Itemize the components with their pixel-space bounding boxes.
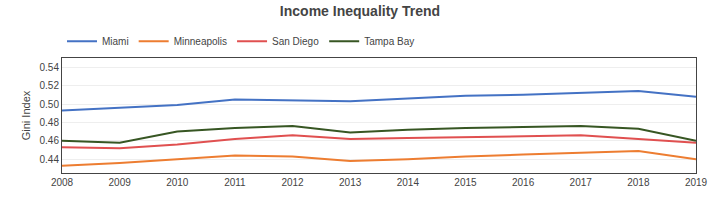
- svg-text:0.44: 0.44: [40, 154, 60, 165]
- svg-text:2018: 2018: [627, 177, 650, 188]
- svg-text:2010: 2010: [166, 177, 189, 188]
- svg-text:2017: 2017: [570, 177, 593, 188]
- svg-text:2015: 2015: [454, 177, 477, 188]
- svg-text:2016: 2016: [512, 177, 535, 188]
- svg-text:0.54: 0.54: [40, 62, 60, 73]
- svg-text:Gini Index: Gini Index: [20, 90, 32, 140]
- svg-text:2014: 2014: [397, 177, 420, 188]
- svg-text:2019: 2019: [685, 177, 708, 188]
- svg-text:2009: 2009: [109, 177, 132, 188]
- svg-text:0.52: 0.52: [40, 80, 60, 91]
- svg-text:2012: 2012: [281, 177, 304, 188]
- svg-text:0.50: 0.50: [40, 99, 60, 110]
- svg-text:Miami: Miami: [102, 36, 129, 47]
- svg-text:0.48: 0.48: [40, 117, 60, 128]
- svg-text:0.46: 0.46: [40, 135, 60, 146]
- svg-text:Income Inequality Trend: Income Inequality Trend: [280, 3, 440, 19]
- svg-text:2011: 2011: [224, 177, 246, 188]
- svg-text:Tampa Bay: Tampa Bay: [364, 36, 414, 47]
- svg-text:2008: 2008: [51, 177, 74, 188]
- svg-text:San Diego: San Diego: [272, 36, 319, 47]
- svg-text:Minneapolis: Minneapolis: [174, 36, 227, 47]
- svg-text:2013: 2013: [339, 177, 362, 188]
